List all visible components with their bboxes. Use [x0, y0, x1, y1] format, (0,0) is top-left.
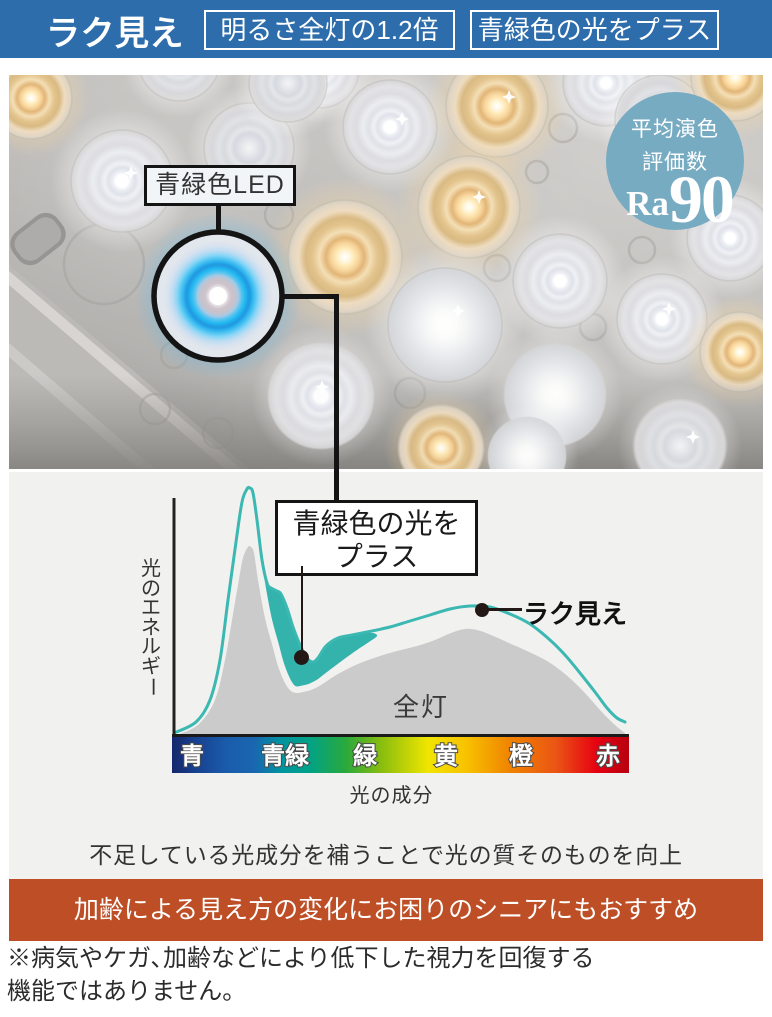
svg-text:青: 青 — [180, 743, 204, 770]
svg-text:赤: 赤 — [596, 742, 620, 770]
svg-text:橙: 橙 — [509, 743, 534, 770]
svg-text:黄: 黄 — [434, 743, 458, 770]
svg-text:青緑: 青緑 — [261, 742, 310, 770]
svg-text:緑: 緑 — [353, 742, 378, 770]
